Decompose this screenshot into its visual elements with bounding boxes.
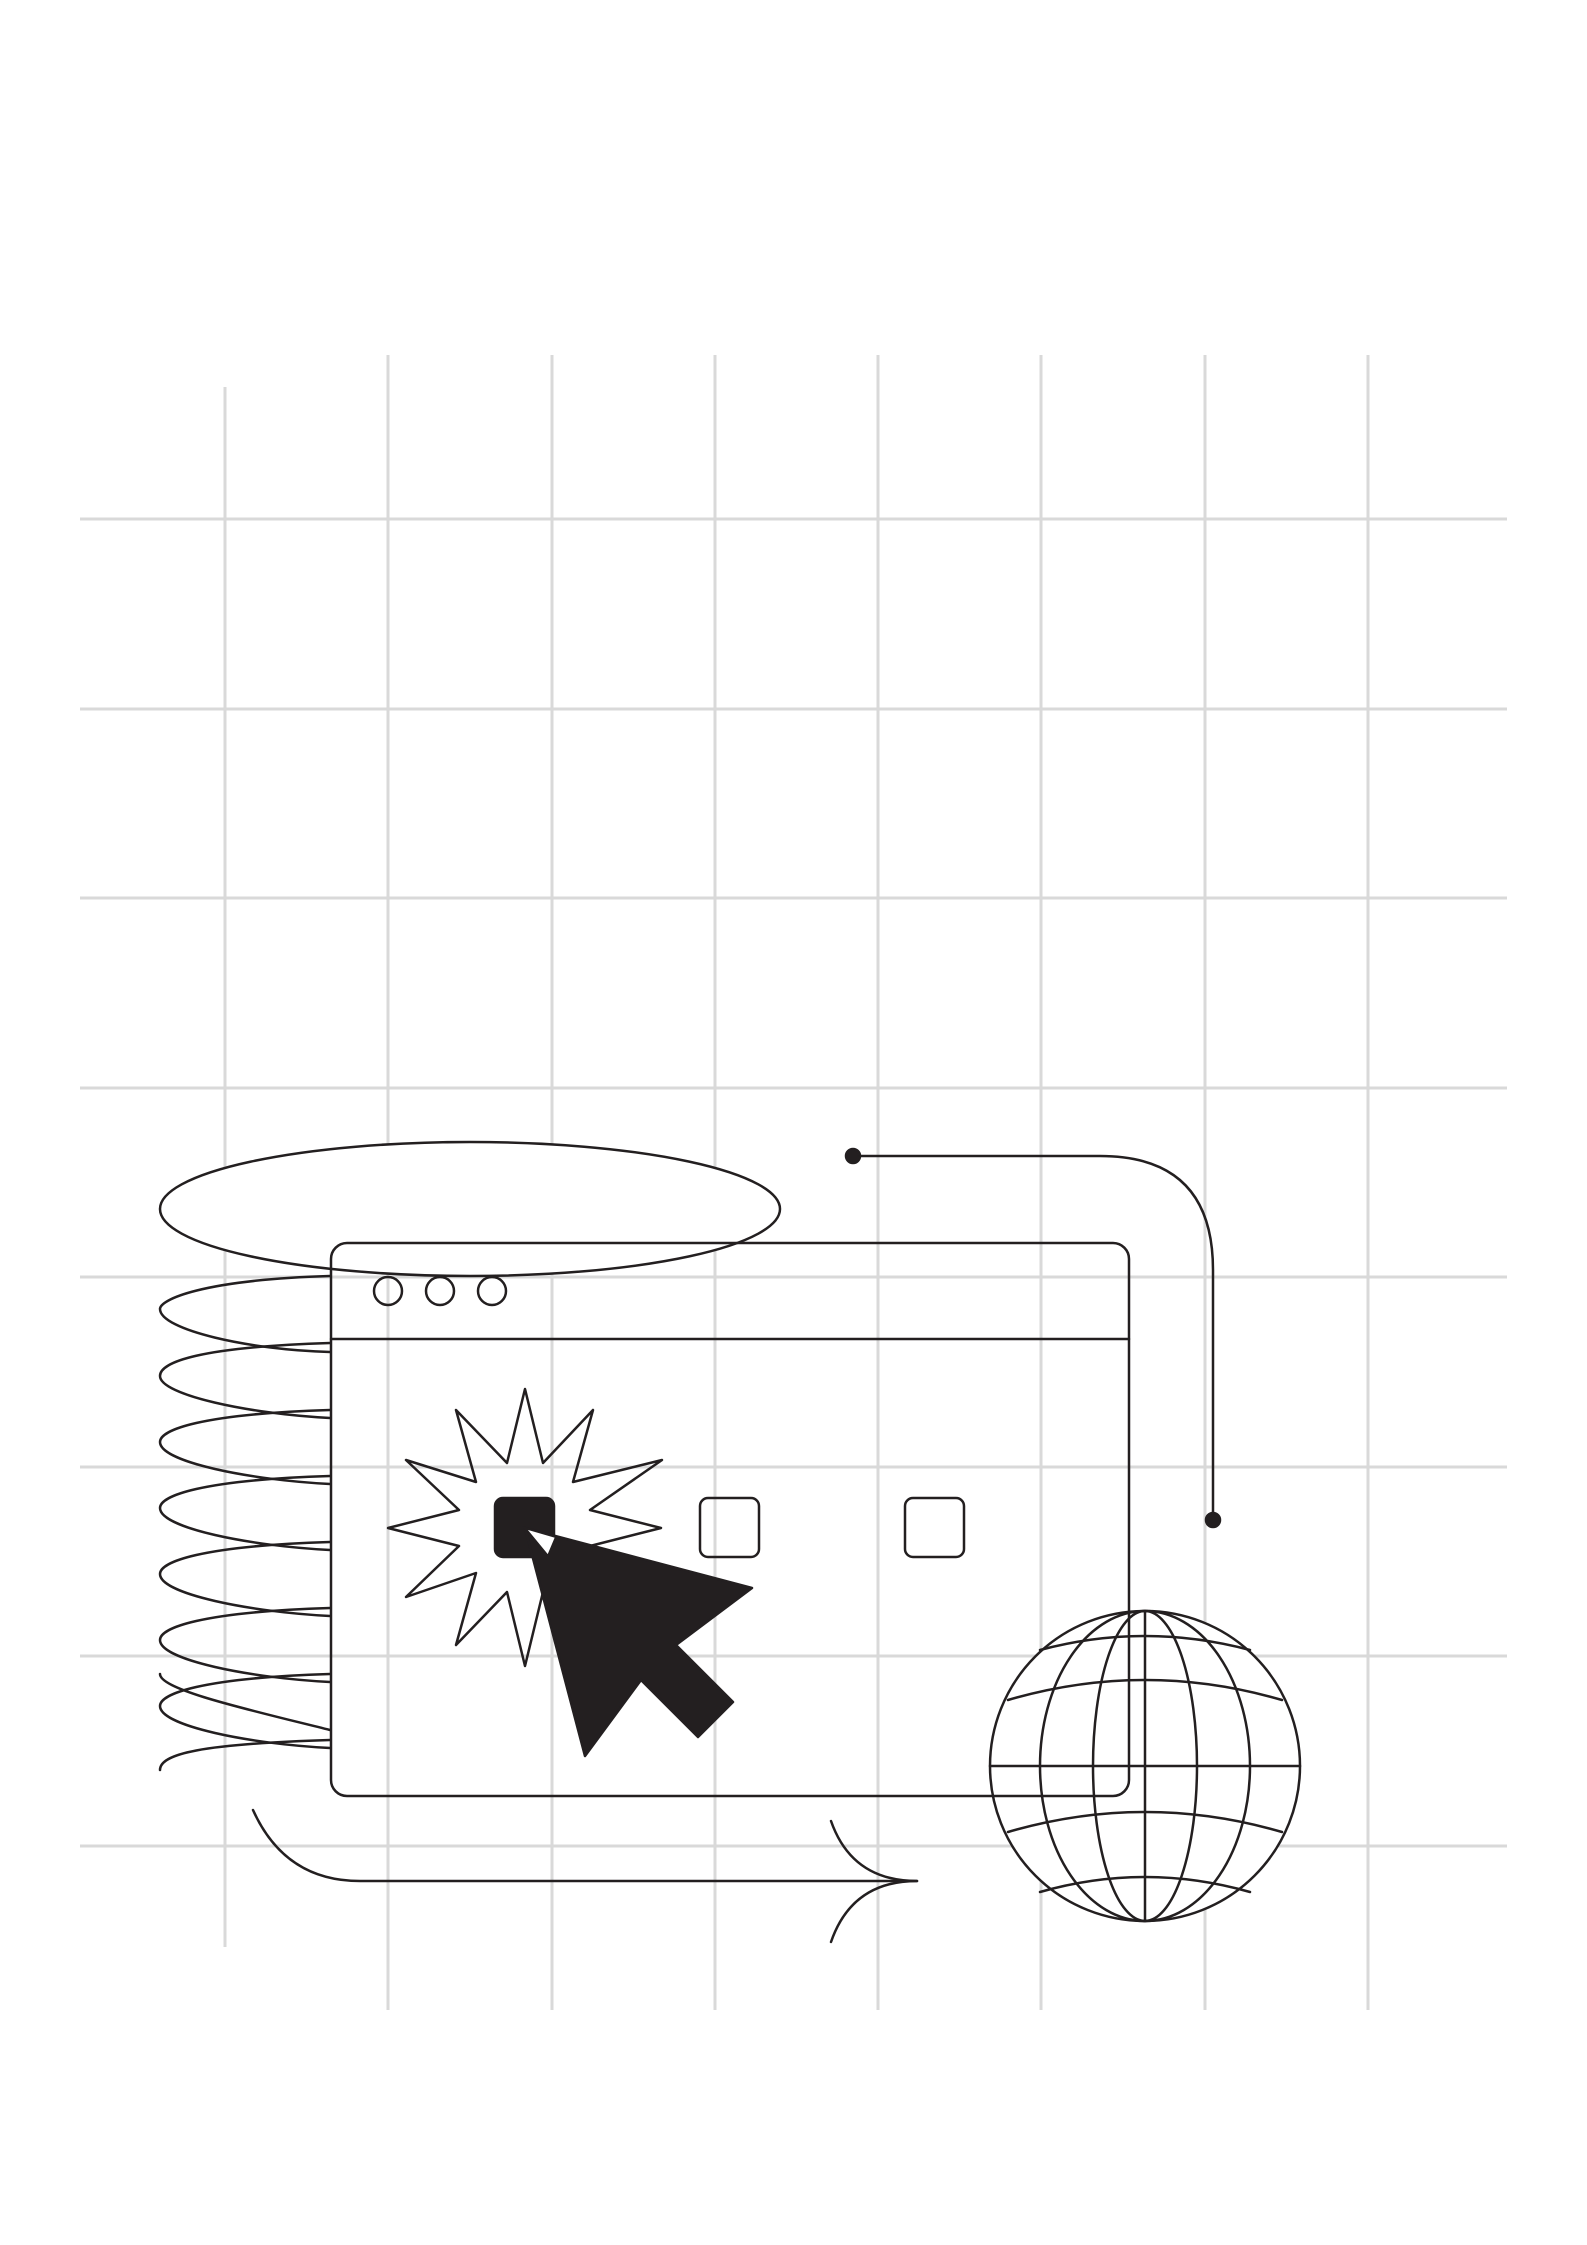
mouse-cursor-icon: [522, 1526, 754, 1758]
window-control-dot[interactable]: [372, 1275, 404, 1307]
window-control-dot[interactable]: [476, 1275, 508, 1307]
globe-icon: [988, 1609, 1302, 1923]
grid-background: [80, 355, 1507, 2010]
window-controls: [372, 1275, 508, 1307]
content-button[interactable]: [698, 1496, 761, 1559]
window-control-dot[interactable]: [424, 1275, 456, 1307]
curved-arrow-icon: [251, 1808, 919, 1944]
connector-line-icon: [844, 1147, 1222, 1529]
click-burst-icon: [386, 1387, 664, 1668]
browser-window-icon: [329, 1241, 1131, 1798]
content-button[interactable]: [903, 1496, 966, 1559]
